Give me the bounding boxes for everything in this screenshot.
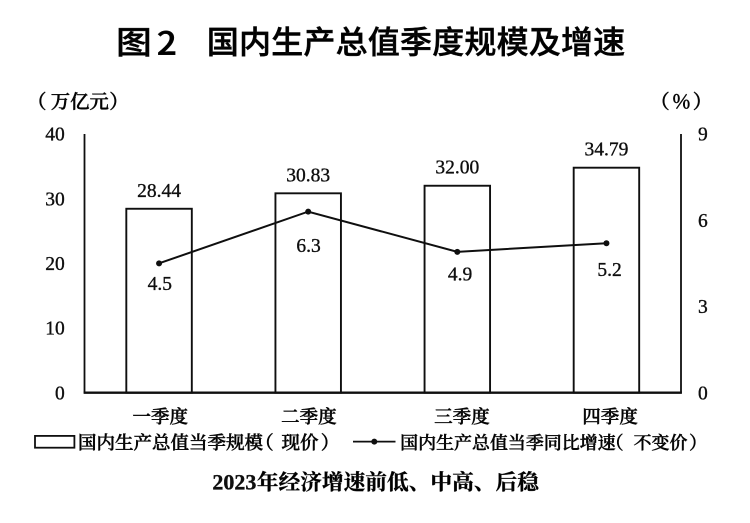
svg-text:2023: 2023	[212, 469, 256, 494]
svg-text:3: 3	[698, 297, 708, 318]
svg-text:6.3: 6.3	[296, 236, 320, 257]
svg-text:4.5: 4.5	[148, 274, 172, 295]
svg-text:32.00: 32.00	[435, 158, 479, 179]
svg-text:28.44: 28.44	[137, 181, 181, 202]
svg-text:10: 10	[45, 319, 65, 340]
svg-text:4.9: 4.9	[448, 264, 472, 285]
svg-text:30: 30	[45, 189, 65, 210]
svg-text:0: 0	[55, 383, 65, 404]
svg-text:9: 9	[698, 125, 708, 146]
svg-text:40: 40	[45, 125, 65, 146]
svg-text:5.2: 5.2	[597, 260, 621, 281]
svg-text:34.79: 34.79	[585, 140, 629, 161]
svg-text:20: 20	[45, 254, 65, 275]
svg-text:0: 0	[698, 383, 708, 404]
svg-text:6: 6	[698, 211, 708, 232]
svg-text:30.83: 30.83	[286, 165, 330, 186]
